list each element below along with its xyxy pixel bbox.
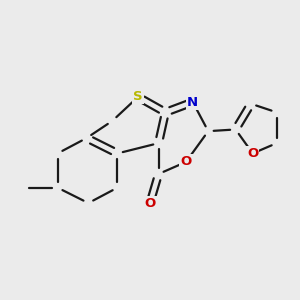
Text: S: S bbox=[133, 90, 143, 104]
Text: N: N bbox=[187, 96, 198, 109]
Text: O: O bbox=[144, 196, 156, 210]
Text: O: O bbox=[180, 155, 192, 169]
Text: O: O bbox=[247, 147, 258, 160]
